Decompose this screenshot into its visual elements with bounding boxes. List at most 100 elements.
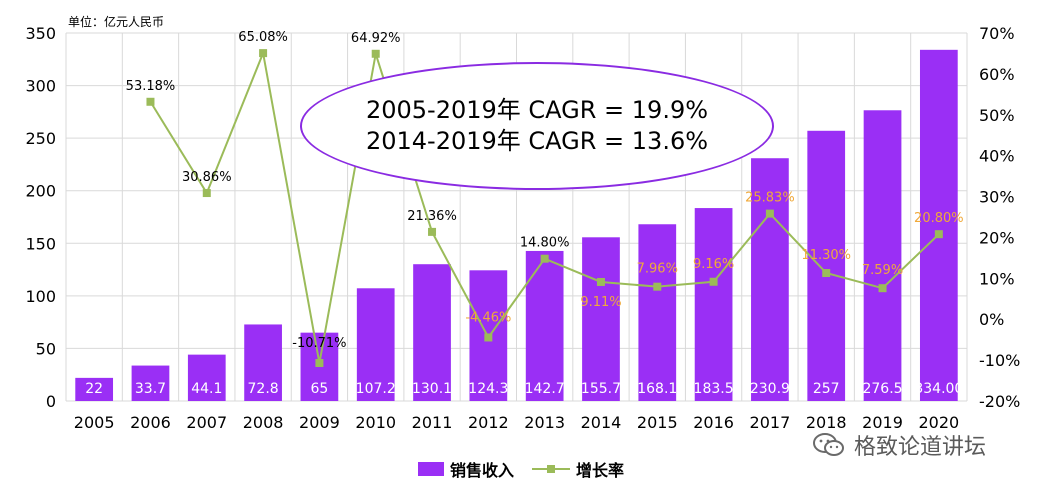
growth-value-label: 21.36%: [407, 209, 457, 224]
growth-value-label: 11.30%: [801, 248, 851, 263]
growth-value-label: 7.59%: [862, 263, 903, 278]
right-tick-label: 0%: [979, 310, 1004, 329]
x-tick-label: 2017: [750, 413, 791, 432]
bar: [751, 158, 789, 401]
growth-point: [371, 49, 380, 58]
left-tick-label: 200: [25, 182, 56, 201]
growth-point: [259, 49, 268, 58]
x-tick-label: 2016: [693, 413, 734, 432]
bar-value-label: 168.1: [637, 381, 677, 397]
bar-value-label: 65: [310, 381, 328, 397]
growth-value-label: 65.08%: [238, 30, 288, 45]
x-tick-label: 2019: [862, 413, 903, 432]
growth-point: [428, 227, 437, 236]
growth-value-label: 9.11%: [580, 295, 621, 310]
unit-label: 单位：亿元人民币: [68, 15, 165, 29]
watermark-text: 格致论道讲坛: [854, 435, 987, 460]
x-tick-label: 2015: [637, 413, 678, 432]
x-tick-label: 2006: [130, 413, 171, 432]
x-tick-label: 2005: [74, 413, 115, 432]
legend-bar-swatch: [418, 462, 444, 476]
bar: [187, 354, 226, 401]
growth-value-label: 9.16%: [693, 257, 734, 272]
bar-value-label: 22: [85, 381, 103, 397]
bar-value-label: 33.7: [135, 381, 166, 397]
bar-value-label: 155.7: [581, 381, 621, 397]
right-tick-label: 20%: [979, 228, 1015, 247]
cagr-line-2: 2014-2019年 CAGR = 13.6%: [365, 127, 709, 155]
right-tick-label: 70%: [979, 24, 1015, 43]
bar-value-label: 257: [813, 381, 840, 397]
legend-label-growth: 增长率: [576, 461, 625, 480]
right-tick-label: 60%: [979, 65, 1015, 84]
left-tick-label: 300: [25, 77, 56, 96]
legend-item-growth: 增长率: [532, 457, 624, 481]
bar-value-label: 124.3: [468, 381, 508, 397]
left-tick-label: 0: [46, 392, 56, 411]
right-tick-label: -20%: [979, 392, 1020, 411]
wechat-icon: [813, 433, 844, 456]
bar-value-label: 334.00: [914, 381, 963, 397]
right-tick-label: -10%: [979, 351, 1020, 370]
left-tick-label: 350: [25, 24, 56, 43]
left-tick-label: 50: [36, 339, 56, 358]
growth-point: [540, 254, 549, 263]
growth-point: [653, 282, 662, 291]
bar-value-label: 142.7: [525, 381, 565, 397]
watermark: 格致论道讲坛: [812, 429, 986, 461]
bar-value-label: 107.2: [356, 381, 396, 397]
legend-label-sales: 销售收入: [450, 461, 515, 480]
x-tick-label: 2014: [581, 413, 622, 432]
growth-point: [596, 277, 605, 286]
x-tick-label: 2011: [412, 413, 453, 432]
growth-value-label: 7.96%: [637, 262, 678, 277]
growth-value-label: 20.80%: [914, 211, 964, 226]
bar-value-label: 130.1: [412, 381, 452, 397]
bar-value-label: 276.5: [862, 381, 902, 397]
growth-value-label: -4.46%: [465, 310, 511, 325]
bar-value-label: 72.8: [248, 381, 279, 397]
x-tick-label: 2012: [468, 413, 509, 432]
bar: [131, 365, 170, 401]
bar: [244, 324, 282, 401]
x-tick-label: 2020: [918, 413, 959, 432]
bar: [919, 49, 958, 402]
bar-value-label: 230.9: [750, 381, 790, 397]
growth-value-label: 30.86%: [182, 170, 232, 185]
growth-value-label: 25.83%: [745, 191, 795, 206]
growth-point: [315, 359, 324, 368]
legend-line-swatch: [532, 462, 571, 476]
bar: [75, 377, 114, 401]
growth-point: [484, 333, 493, 342]
growth-point: [934, 230, 943, 239]
growth-point: [822, 269, 831, 278]
x-tick-label: 2010: [355, 413, 396, 432]
growth-point: [146, 97, 155, 106]
x-tick-label: 2007: [186, 413, 227, 432]
x-tick-label: 2013: [524, 413, 565, 432]
cagr-line-1: 2005-2019年 CAGR = 19.9%: [365, 96, 709, 124]
bar: [413, 264, 451, 401]
bar: [807, 130, 846, 402]
bar: [582, 237, 620, 401]
growth-value-label: 64.92%: [351, 31, 401, 46]
right-tick-label: 50%: [979, 106, 1015, 125]
left-tick-label: 100: [25, 287, 56, 306]
left-tick-label: 150: [25, 234, 56, 253]
growth-point: [202, 189, 211, 198]
bar-value-label: 44.1: [191, 381, 222, 397]
growth-value-label: -10.71%: [292, 336, 346, 351]
left-tick-label: 250: [25, 129, 56, 148]
right-tick-label: 10%: [979, 269, 1015, 288]
legend-item-sales: 销售收入: [418, 457, 514, 481]
growth-point: [709, 277, 718, 286]
growth-value-label: 53.18%: [126, 79, 176, 94]
bar: [638, 224, 677, 401]
bar: [694, 208, 733, 401]
bar: [525, 250, 564, 401]
right-tick-label: 40%: [979, 147, 1015, 166]
cagr-annotation: 2005-2019年 CAGR = 19.9% 2014-2019年 CAGR …: [300, 62, 774, 190]
growth-point: [765, 209, 774, 218]
right-tick-label: 30%: [979, 188, 1015, 207]
